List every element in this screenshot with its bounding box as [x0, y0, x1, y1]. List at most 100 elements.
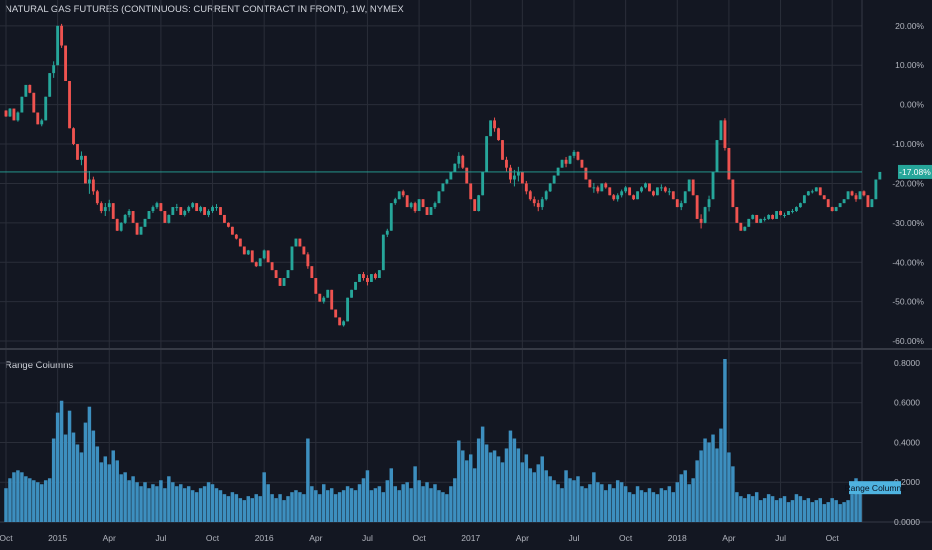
range-column [345, 486, 350, 522]
candle-body [52, 65, 56, 74]
range-column [123, 472, 127, 522]
candle-body [107, 203, 111, 208]
range-column [496, 456, 501, 522]
range-column [822, 504, 826, 522]
candle-body [366, 278, 369, 282]
candle-body [358, 274, 361, 282]
candle-body [592, 187, 596, 189]
candle-body [139, 226, 143, 235]
chart-title: NATURAL GAS FUTURES (CONTINUOUS: CURRENT… [5, 4, 404, 15]
candle-body [409, 203, 413, 208]
candle-body [91, 179, 95, 192]
range-column [659, 488, 664, 522]
candle-body [318, 293, 322, 302]
candle-body [151, 207, 155, 212]
range-column [560, 488, 564, 522]
range-column [83, 422, 88, 522]
range-column [544, 470, 548, 522]
range-column [600, 484, 604, 522]
candle-body [238, 238, 242, 247]
range-column [99, 462, 104, 522]
candle-body [159, 203, 163, 212]
time-axis-tick: Apr [309, 533, 322, 543]
range-column [480, 426, 485, 522]
candle-body [830, 207, 834, 212]
range-column [163, 488, 167, 522]
candle-body [675, 199, 679, 208]
candle-body [751, 214, 755, 219]
range-column [504, 448, 509, 522]
candle-body [314, 278, 318, 294]
candle-body [72, 128, 75, 145]
range-column [246, 496, 251, 522]
candle-body [703, 207, 707, 223]
candle-body [230, 226, 234, 235]
range-column [671, 492, 676, 522]
candle-body [743, 226, 747, 231]
range-column [802, 500, 807, 522]
range-column [631, 494, 636, 522]
range-column [8, 478, 12, 522]
range-column [472, 468, 477, 522]
range-column [28, 478, 32, 522]
range-column [270, 494, 274, 522]
candle-body [818, 187, 822, 196]
candle-body [612, 195, 616, 200]
range-column [333, 494, 338, 522]
range-column [449, 486, 453, 522]
indicator-axis-tick: 0.8000 [894, 358, 920, 368]
candle-body [636, 191, 639, 200]
candle-body [127, 211, 131, 215]
candle-body [286, 270, 290, 279]
price-axis[interactable]: 20.00% 10.00% 0.00% -10.00% -20.00% -30.00% -4… [892, 21, 924, 346]
range-column [210, 484, 215, 522]
candle-body [60, 25, 64, 46]
range-column [604, 490, 608, 522]
range-column [79, 452, 84, 522]
candle-body [465, 167, 469, 184]
candle-body [731, 179, 735, 208]
range-column [143, 482, 147, 522]
range-columns-series [4, 358, 862, 522]
candle-body [747, 218, 751, 227]
range-column [524, 454, 529, 522]
range-column [683, 470, 687, 522]
candle-body [616, 195, 620, 200]
range-column [87, 406, 92, 522]
candle-body [417, 199, 421, 212]
candle-body [810, 191, 814, 193]
candle-body [377, 270, 381, 279]
candle-body [131, 211, 135, 223]
candle-body [282, 278, 286, 286]
range-column [762, 498, 767, 522]
range-column [437, 490, 441, 522]
range-column [500, 462, 505, 522]
indicator-axis-tick: 0.0000 [894, 517, 920, 527]
range-column [592, 472, 596, 522]
candle-body [866, 195, 870, 208]
candle-body [588, 179, 592, 188]
candle-body [389, 203, 393, 231]
candle-body [40, 120, 44, 125]
indicator-axis[interactable]: 0.8000 0.6000 0.4000 0.2000 0.0000 [894, 358, 920, 527]
candle-body [48, 73, 52, 97]
candle-body [795, 207, 798, 212]
range-column [814, 500, 819, 522]
indicator-legend-label: Range Columns [845, 483, 906, 493]
range-column [250, 498, 254, 522]
range-column [258, 496, 262, 522]
time-axis[interactable]: Oct 2015 Apr Jul Oct 2016 Apr Jul Oct 2017 Apr Jul O… [0, 533, 839, 543]
candle-body [421, 199, 425, 208]
range-column [318, 494, 322, 522]
range-column [552, 480, 556, 522]
candle-body [842, 199, 846, 204]
range-column [457, 440, 461, 522]
range-column [254, 494, 258, 522]
candle-body [779, 211, 782, 215]
range-column [465, 460, 469, 522]
range-column [198, 488, 203, 522]
candle-body [516, 171, 520, 176]
range-column [703, 438, 707, 522]
candle-body [369, 274, 373, 282]
